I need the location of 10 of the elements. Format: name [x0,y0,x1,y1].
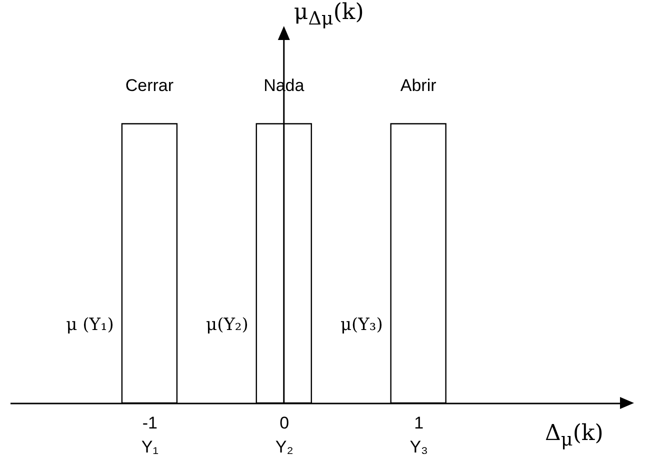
annotation: μ(Y₂) [206,314,248,335]
x-tick-label: 1 Y₃ [410,414,428,456]
annotation: Cerrar [125,76,174,95]
x-axis-title: Δ$_{μ}$(k) [545,421,604,450]
x-tick-label: -1 Y₁ [141,414,159,456]
annotation: μ(Y₃) [340,314,383,335]
x-tick-label: 0 Y₂ [275,414,294,456]
y-axis-title: μ$_{Δμ}$(k) [294,0,364,30]
annotation: Abrir [400,76,437,95]
annotation: μ (Y₁) [66,314,114,335]
